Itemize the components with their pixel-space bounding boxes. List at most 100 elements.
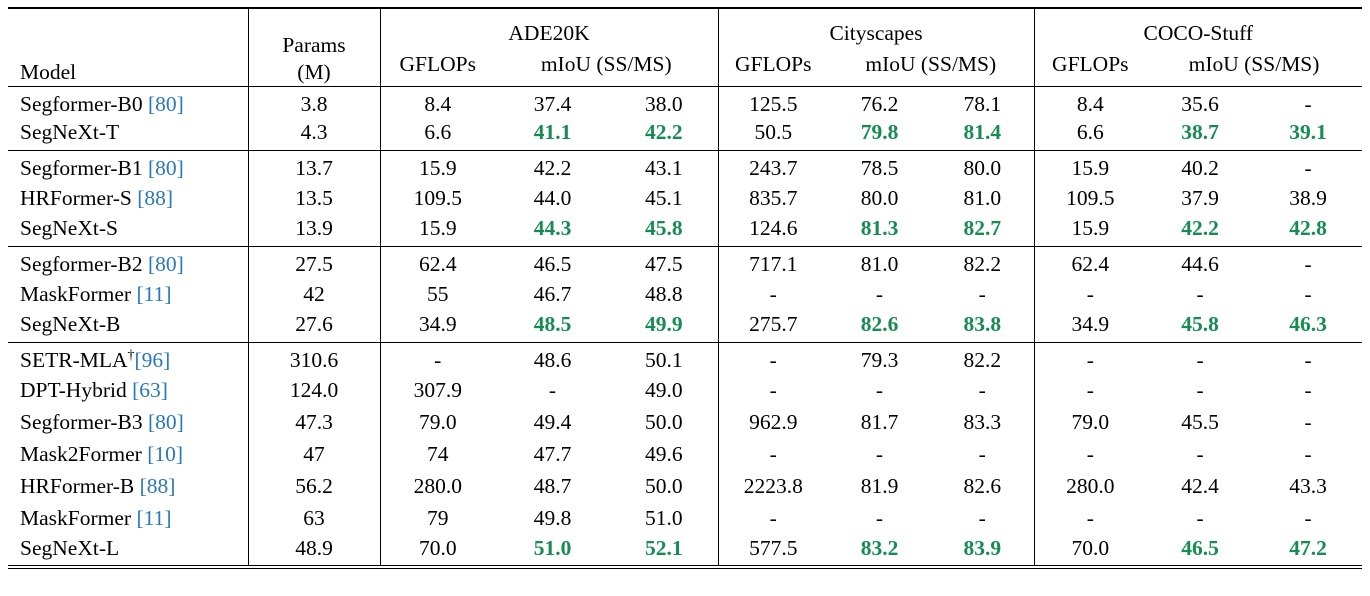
value-cell: 41.1: [533, 119, 572, 144]
col-header-cityscapes-gflops: GFLOPs: [717, 47, 828, 87]
citation-link[interactable]: [88]: [131, 186, 174, 211]
value-cell: 81.9: [860, 474, 899, 499]
value-cell: -: [1304, 410, 1312, 435]
model-name-cell: HRFormer-S [88]: [8, 183, 248, 215]
value-cell: 51.0: [533, 535, 572, 560]
table-row: MaskFormer [11] 63 79 49.8 51.0- - - - - -: [8, 502, 1362, 535]
value-cell: 83.2: [860, 535, 899, 560]
value-cell: 280.0: [1033, 470, 1147, 503]
model-name: HRFormer-S: [20, 186, 132, 211]
model-name: MaskFormer: [20, 282, 132, 307]
model-name: SegNeXt-B: [20, 311, 121, 336]
value-cell: 44.3: [533, 215, 572, 240]
value-cell: 307.9: [379, 374, 495, 407]
value-cell: -: [1304, 506, 1312, 531]
citation-link[interactable]: [80]: [142, 252, 184, 277]
model-name: SETR-MLA: [20, 348, 128, 373]
value-cell: 49.4: [533, 410, 572, 435]
table-row: Segformer-B0 [80] 3.8 8.4 37.4 38.0 125.5 76.2…: [8, 86, 1362, 119]
value-cell: 13.9: [247, 214, 380, 247]
table-row: MaskFormer [11] 42 55 46.7 48.8- - - - - -: [8, 278, 1362, 311]
citation-link[interactable]: [10]: [141, 442, 184, 467]
col-header-ade20k: ADE20K: [379, 8, 718, 47]
value-cell: 76.2: [860, 92, 899, 117]
value-cell: 42.4: [1181, 474, 1219, 499]
value-cell: 82.7: [963, 215, 1002, 240]
dagger-symbol: †: [127, 348, 135, 364]
value-cell: 35.6: [1181, 92, 1219, 117]
value-cell: 717.1: [717, 246, 828, 279]
citation-link[interactable]: [96]: [134, 348, 171, 373]
value-cell: -: [1033, 438, 1147, 471]
value-cell: 835.7: [717, 182, 828, 215]
citation-link[interactable]: [11]: [131, 506, 172, 531]
table-row: SETR-MLA†[96] 310.6-48.6 50.1-79.3 82.2- - -: [8, 342, 1362, 375]
value-cell: -: [1196, 506, 1204, 531]
value-cell: -: [978, 378, 986, 403]
value-cell: 79: [379, 502, 495, 535]
citation-link[interactable]: [11]: [131, 282, 172, 307]
value-cell: 42.2: [1181, 215, 1219, 240]
value-cell: -: [978, 282, 986, 307]
value-cell: 47.5: [644, 252, 683, 277]
value-cell: 47.7: [533, 442, 572, 467]
params-label-line2: (M): [297, 60, 331, 85]
value-cell: -: [1304, 282, 1312, 307]
value-cell: 27.5: [247, 246, 380, 279]
model-name: Segformer-B0: [20, 92, 143, 117]
value-cell: 42.2: [644, 119, 683, 144]
value-cell: 124.0: [247, 374, 380, 407]
col-header-model: Model: [20, 60, 77, 85]
citation-link[interactable]: [80]: [142, 156, 184, 181]
table-row: SegNeXt-L 48.9 70.0 51.0 52.1 577.5 83.2 83.9 70…: [8, 534, 1362, 568]
row-group-4: SETR-MLA†[96] 310.6-48.6 50.1-79.3 82.2- - - D…: [8, 342, 1363, 568]
value-cell: 37.9: [1181, 186, 1219, 211]
value-cell: 280.0: [379, 470, 495, 503]
row-group-2: Segformer-B1 [80] 13.7 15.9 42.2 43.1 243.7 78…: [8, 150, 1363, 247]
value-cell: 15.9: [379, 150, 495, 183]
value-cell: -: [1196, 442, 1204, 467]
model-name: Segformer-B2: [20, 252, 143, 277]
model-name: Segformer-B3: [20, 410, 143, 435]
value-cell: 109.5: [379, 182, 495, 215]
model-name-cell: SETR-MLA†[96]: [8, 343, 248, 375]
value-cell: 81.7: [860, 410, 899, 435]
table-row: Segformer-B2 [80] 27.5 62.4 46.5 47.5 717.1 81…: [8, 246, 1362, 279]
model-name-cell: Segformer-B0 [80]: [8, 87, 248, 119]
value-cell: 82.6: [860, 311, 899, 336]
table-row: HRFormer-S [88] 13.5 109.5 44.0 45.1 835.7 80.…: [8, 182, 1362, 215]
col-header-cityscapes-miou: mIoU (SS/MS): [865, 51, 997, 76]
model-name-cell: SegNeXt-L: [8, 535, 248, 568]
citation-link[interactable]: [80]: [142, 92, 184, 117]
model-name-cell: Segformer-B2 [80]: [8, 247, 248, 279]
value-cell: 79.8: [860, 119, 899, 144]
citation-link[interactable]: [80]: [142, 410, 184, 435]
params-label-line1: Params: [282, 33, 346, 58]
value-cell: -: [717, 342, 828, 375]
value-cell: 49.0: [644, 378, 683, 403]
value-cell: 13.5: [247, 182, 380, 215]
value-cell: -: [717, 278, 828, 311]
value-cell: 3.8: [247, 86, 380, 119]
model-name: SegNeXt-T: [20, 119, 120, 144]
model-name: MaskFormer: [20, 506, 132, 531]
value-cell: -: [379, 342, 495, 375]
value-cell: 8.4: [379, 86, 495, 119]
value-cell: 83.3: [963, 410, 1002, 435]
col-header-cityscapes: Cityscapes: [717, 8, 1035, 47]
value-cell: 37.4: [533, 92, 572, 117]
table-row: SegNeXt-B 27.6 34.9 48.5 49.9 275.7 82.6 83.8 34…: [8, 310, 1362, 343]
value-cell: 962.9: [717, 406, 828, 439]
value-cell: -: [875, 442, 884, 467]
value-cell: -: [1033, 374, 1147, 407]
value-cell: 82.2: [963, 252, 1002, 277]
model-name: Mask2Former: [20, 442, 142, 467]
citation-link[interactable]: [88]: [134, 474, 176, 499]
value-cell: -: [1033, 342, 1147, 375]
value-cell: 2223.8: [717, 470, 828, 503]
value-cell: 48.6: [533, 348, 572, 373]
table-row: Segformer-B1 [80] 13.7 15.9 42.2 43.1 243.7 78…: [8, 150, 1362, 183]
value-cell: -: [1196, 378, 1204, 403]
model-name: SegNeXt-S: [20, 215, 118, 240]
citation-link[interactable]: [63]: [126, 378, 168, 403]
